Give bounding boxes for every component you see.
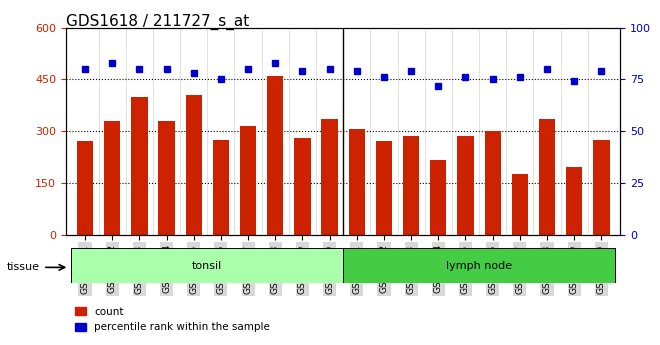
Bar: [185, 95, 202, 235]
Bar: [376, 141, 392, 235]
FancyBboxPatch shape: [71, 248, 343, 283]
Legend: count, percentile rank within the sample: count, percentile rank within the sample: [71, 303, 274, 336]
Text: GDS1618 / 211727_s_at: GDS1618 / 211727_s_at: [66, 14, 249, 30]
Text: tissue: tissue: [7, 263, 40, 272]
Text: tonsil: tonsil: [192, 261, 222, 270]
Bar: [512, 174, 528, 235]
Bar: [104, 121, 120, 235]
FancyBboxPatch shape: [343, 248, 615, 283]
Bar: [593, 140, 610, 235]
Bar: [213, 140, 229, 235]
Bar: [77, 141, 93, 235]
Bar: [566, 167, 582, 235]
Bar: [131, 97, 148, 235]
Bar: [539, 119, 555, 235]
Bar: [294, 138, 311, 235]
Bar: [457, 136, 474, 235]
Bar: [158, 121, 175, 235]
Bar: [267, 76, 283, 235]
Bar: [240, 126, 256, 235]
Bar: [348, 129, 365, 235]
Text: lymph node: lymph node: [446, 261, 512, 270]
Bar: [484, 131, 501, 235]
Bar: [430, 160, 446, 235]
Bar: [321, 119, 338, 235]
Bar: [403, 136, 419, 235]
